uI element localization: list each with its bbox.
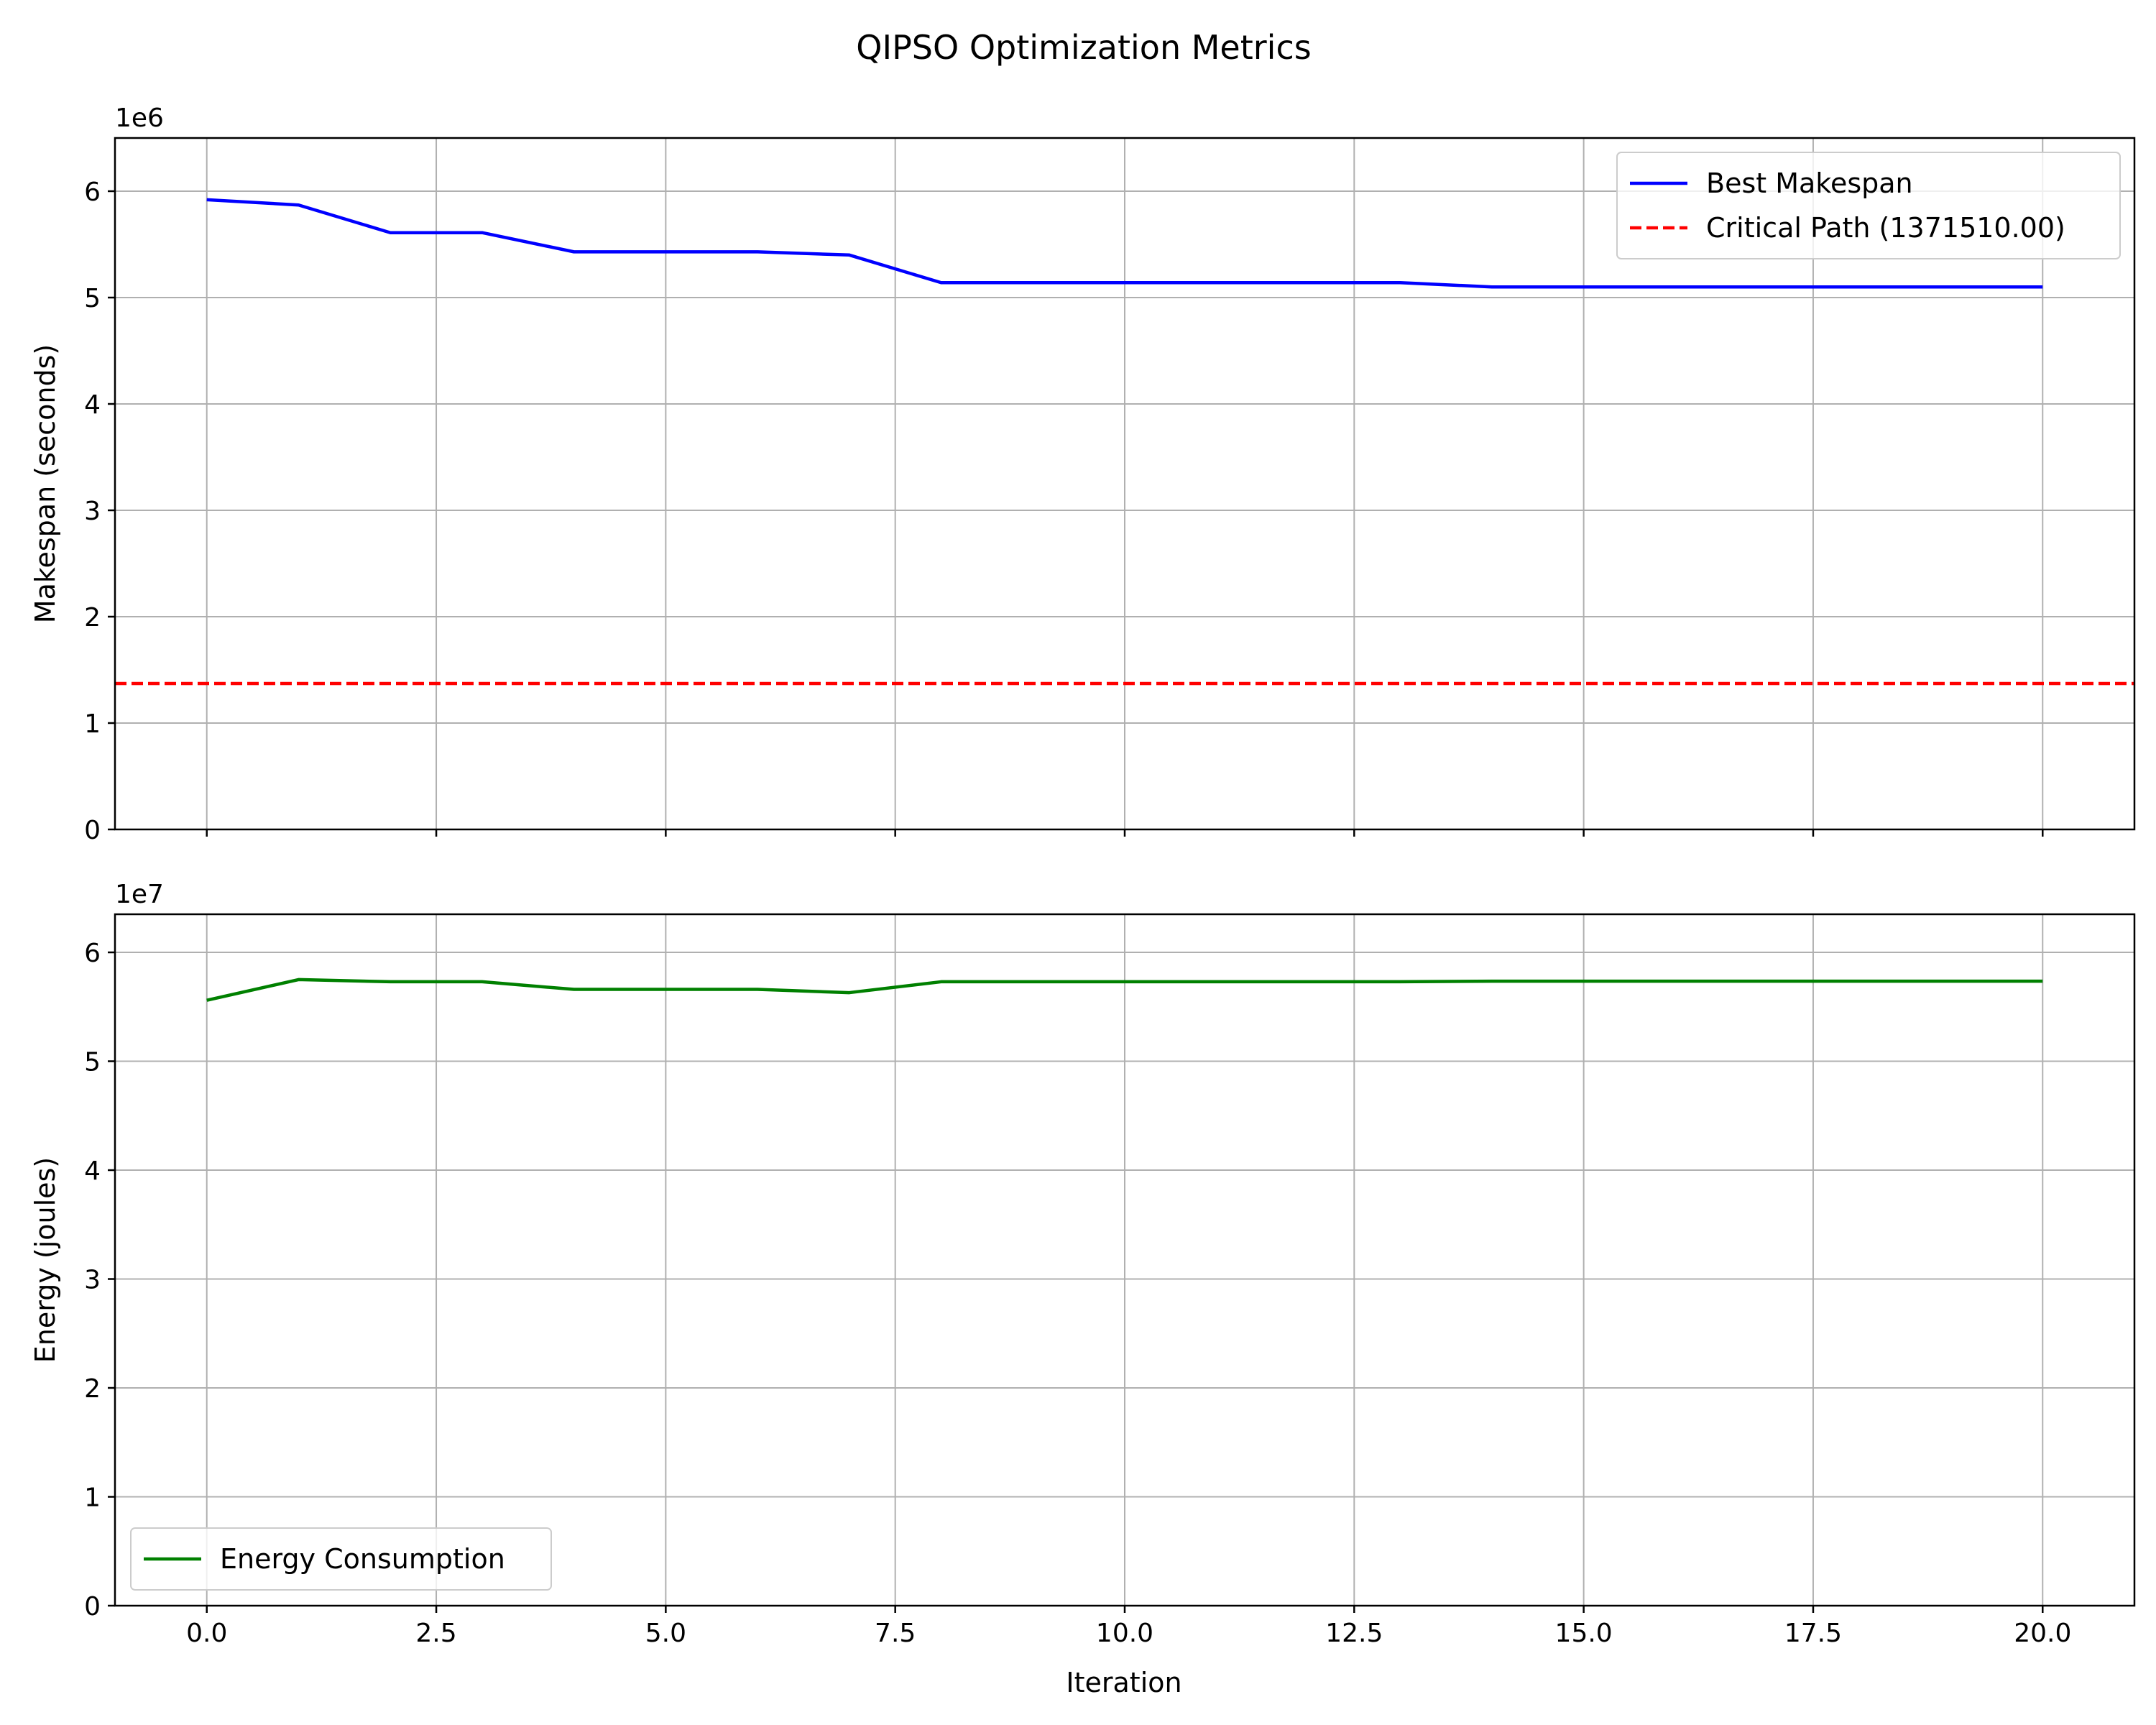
y-tick-label: 4 bbox=[84, 390, 101, 420]
y-axis-label: Makespan (seconds) bbox=[29, 344, 61, 623]
x-tick-label: 20.0 bbox=[2014, 1619, 2071, 1648]
legend: Energy Consumption bbox=[130, 1527, 552, 1591]
x-tick-label: 17.5 bbox=[1784, 1619, 1842, 1648]
energy-panel: 0.0 2.5 5.0 7.5 10.0 12.5 15.0 17.5 20.0 0 1 2 3 4 5 6 1… bbox=[29, 880, 2136, 1648]
y-tick-label: 1 bbox=[84, 1484, 101, 1513]
x-tick-label: 7.5 bbox=[875, 1619, 916, 1648]
y-tick-label: 1 bbox=[84, 709, 101, 739]
x-tick-label: 15.0 bbox=[1555, 1619, 1613, 1648]
chart-title: QIPSO Optimization Metrics bbox=[856, 28, 1311, 67]
y-tick-label: 6 bbox=[84, 178, 101, 207]
legend-label: Energy Consumption bbox=[220, 1543, 505, 1575]
makespan-panel: 0 1 2 3 4 5 6 1e6 Makespan (seconds) Best Makespa… bbox=[29, 104, 2136, 845]
y-tick-label: 2 bbox=[84, 603, 101, 632]
legend-box bbox=[1616, 152, 2121, 259]
legend-box bbox=[130, 1527, 552, 1591]
y-tick-label: 0 bbox=[84, 816, 101, 845]
y-tick-label: 5 bbox=[84, 1048, 101, 1077]
legend: Best Makespan Critical Path (1371510.00) bbox=[1616, 152, 2121, 259]
y-offset-text: 1e7 bbox=[115, 880, 164, 909]
y-tick-label: 3 bbox=[84, 1266, 101, 1295]
x-tick-label: 5.0 bbox=[645, 1619, 686, 1648]
x-axis-label: Iteration bbox=[1066, 1667, 1181, 1698]
legend-label: Critical Path (1371510.00) bbox=[1706, 212, 2065, 244]
x-tick-label: 10.0 bbox=[1096, 1619, 1153, 1648]
x-tick-label: 2.5 bbox=[415, 1619, 456, 1648]
y-tick-label: 3 bbox=[84, 497, 101, 526]
y-offset-text: 1e6 bbox=[115, 104, 164, 133]
y-tick-label: 0 bbox=[84, 1592, 101, 1622]
y-tick-label: 5 bbox=[84, 284, 101, 313]
y-axis-label: Energy (joules) bbox=[29, 1157, 61, 1363]
x-tick-label: 0.0 bbox=[186, 1619, 227, 1648]
y-tick-label: 2 bbox=[84, 1374, 101, 1404]
y-tick-label: 6 bbox=[84, 939, 101, 968]
x-tick-label: 12.5 bbox=[1325, 1619, 1383, 1648]
y-tick-label: 4 bbox=[84, 1156, 101, 1186]
legend-label: Best Makespan bbox=[1706, 167, 1913, 199]
